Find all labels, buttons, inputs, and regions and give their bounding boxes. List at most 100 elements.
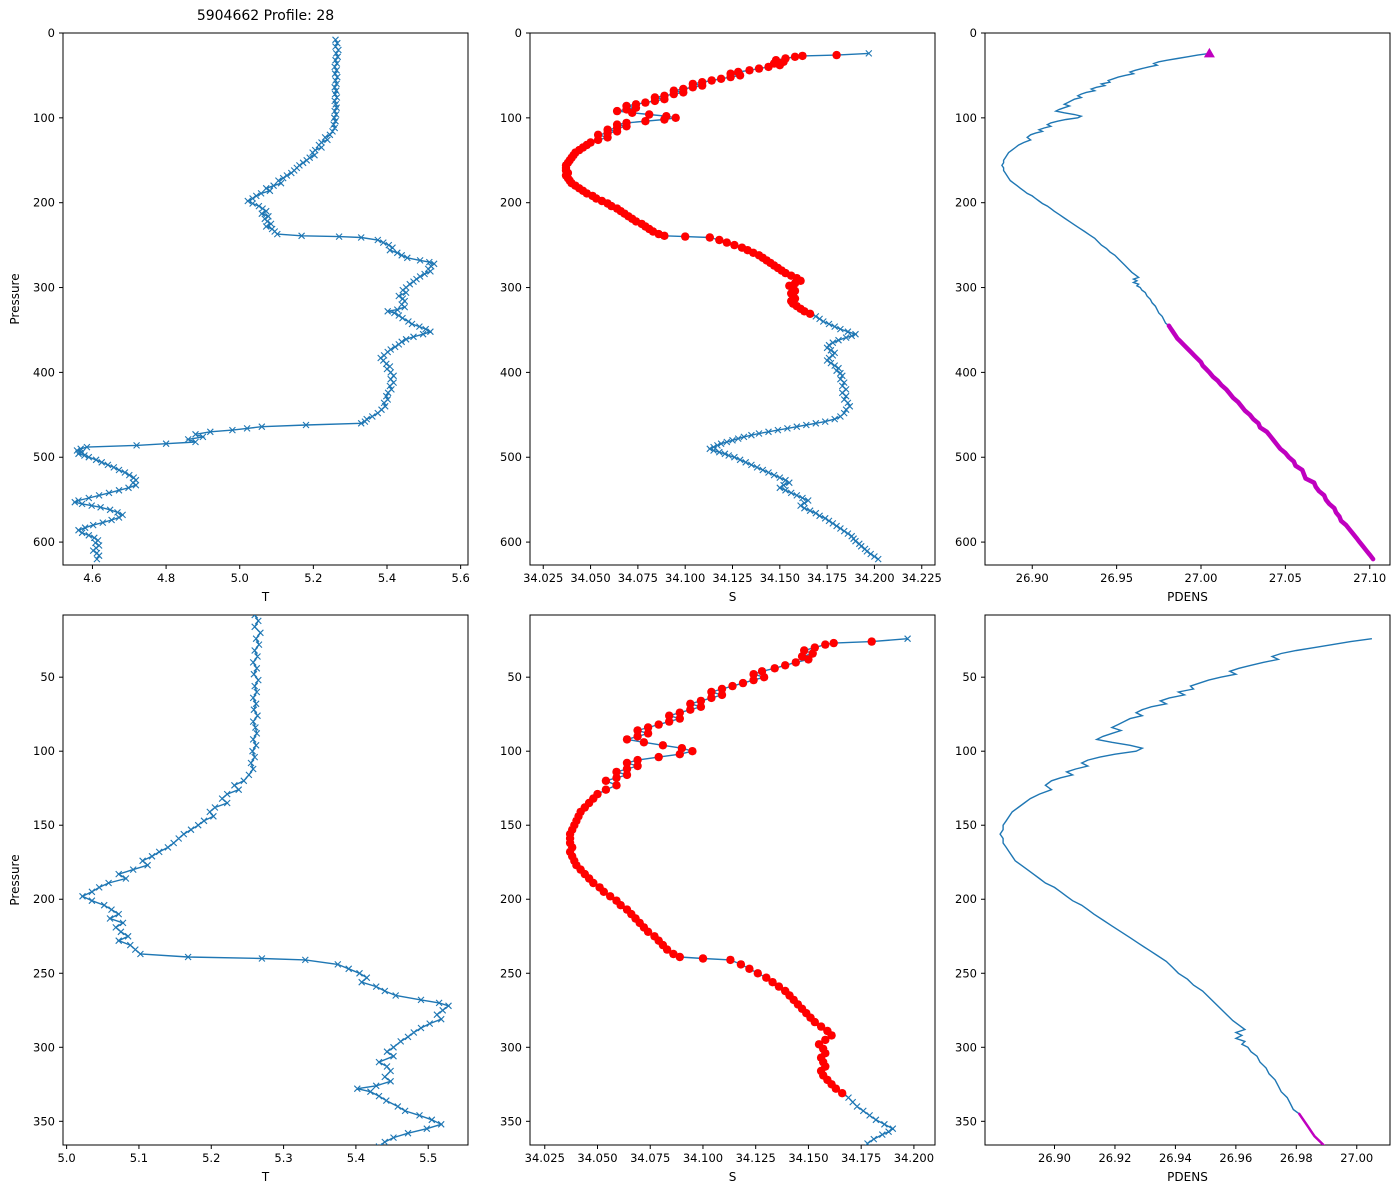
t-full-y-axis: 0 100 200 300 400 500 600 xyxy=(33,26,63,549)
y-tick-label: 350 xyxy=(955,1114,977,1128)
y-tick-label: 0 xyxy=(970,26,977,40)
x-tick-label: 34.100 xyxy=(665,571,705,585)
s-zoom-x-axis: 34.025 34.050 34.075 34.100 34.125 34.150 34.1… xyxy=(525,1145,934,1165)
y-tick-label: 600 xyxy=(500,535,522,549)
axes-frame xyxy=(984,32,1391,566)
t-zoom-xlabel: T xyxy=(261,1170,270,1184)
x-tick-label: 34.100 xyxy=(683,1151,723,1165)
y-tick-label: 300 xyxy=(955,1040,977,1054)
y-tick-label: 250 xyxy=(500,966,522,980)
t-full-x-markers xyxy=(71,36,438,563)
y-tick-label: 500 xyxy=(955,450,977,464)
y-tick-label: 200 xyxy=(955,196,977,210)
y-tick-label: 300 xyxy=(33,281,55,295)
y-tick-label: 500 xyxy=(500,450,522,464)
subplot-pdens-zoom: 26.90 26.92 26.94 26.96 26.98 27.00 50 100 150 20… xyxy=(955,614,1391,1184)
y-tick-label: 150 xyxy=(33,818,55,832)
y-tick-label: 250 xyxy=(33,966,55,980)
t-full-data xyxy=(71,36,438,563)
s-full-y-axis: 0 100 200 300 400 500 600 xyxy=(500,26,530,549)
y-tick-label: 50 xyxy=(40,670,55,684)
pdens-zoom-profile-line xyxy=(999,638,1372,1145)
s-zoom-y-axis: 50 100 150 200 250 300 350 xyxy=(500,670,530,1128)
t-zoom-ylabel: Pressure xyxy=(8,854,22,905)
x-tick-label: 5.2 xyxy=(202,1151,220,1165)
x-tick-label: 34.075 xyxy=(618,571,658,585)
y-tick-label: 150 xyxy=(500,818,522,832)
pdens-full-y-axis: 0 100 200 300 400 500 600 xyxy=(955,26,985,549)
pdens-zoom-flagged-deep-line xyxy=(1298,1112,1326,1145)
pdens-zoom-xlabel: PDENS xyxy=(1167,1170,1208,1184)
subplot-s-zoom: 34.025 34.050 34.075 34.100 34.125 34.150 34.1… xyxy=(500,614,936,1184)
y-tick-label: 350 xyxy=(33,1114,55,1128)
s-full-data xyxy=(561,50,882,563)
t-full-xlabel: T xyxy=(261,590,270,604)
y-tick-label: 100 xyxy=(500,111,522,125)
x-tick-label: 34.050 xyxy=(577,1151,617,1165)
x-tick-label: 4.6 xyxy=(83,571,101,585)
x-tick-label: 34.175 xyxy=(841,1151,881,1165)
t-full-ylabel: Pressure xyxy=(8,273,22,324)
pdens-zoom-data xyxy=(999,638,1372,1145)
s-full-xlabel: S xyxy=(729,590,737,604)
axes-frame xyxy=(529,614,936,1146)
y-tick-label: 100 xyxy=(33,744,55,758)
t-full-x-axis: 4.6 4.8 5.0 5.2 5.4 5.6 xyxy=(83,565,470,585)
x-tick-label: 5.0 xyxy=(57,1151,75,1165)
x-tick-label: 34.225 xyxy=(902,571,942,585)
y-tick-label: 300 xyxy=(500,281,522,295)
y-tick-label: 200 xyxy=(955,892,977,906)
subplot-pdens-full: 26.90 26.95 27.00 27.05 27.10 0 100 200 300 400 50… xyxy=(955,26,1391,604)
x-tick-label: 26.94 xyxy=(1159,1151,1192,1165)
x-tick-label: 34.150 xyxy=(760,571,800,585)
y-tick-label: 200 xyxy=(500,196,522,210)
x-tick-label: 34.150 xyxy=(788,1151,828,1165)
x-tick-label: 26.92 xyxy=(1098,1151,1131,1165)
y-tick-label: 300 xyxy=(955,281,977,295)
x-tick-label: 34.200 xyxy=(894,1151,934,1165)
x-tick-label: 5.3 xyxy=(274,1151,292,1165)
y-tick-label: 100 xyxy=(33,111,55,125)
pdens-zoom-y-axis: 50 100 150 200 250 300 350 xyxy=(955,670,985,1128)
x-tick-label: 34.175 xyxy=(807,571,847,585)
x-tick-label: 5.0 xyxy=(231,571,249,585)
y-tick-label: 200 xyxy=(33,196,55,210)
figure-title: 5904662 Profile: 28 xyxy=(196,8,335,24)
pdens-full-x-axis: 26.90 26.95 27.00 27.05 27.10 xyxy=(1016,565,1386,585)
y-tick-label: 250 xyxy=(955,966,977,980)
axes-frame xyxy=(62,614,469,1146)
x-tick-label: 5.4 xyxy=(347,1151,365,1165)
x-tick-label: 27.00 xyxy=(1185,571,1218,585)
x-tick-label: 26.95 xyxy=(1100,571,1133,585)
x-tick-label: 34.125 xyxy=(736,1151,776,1165)
x-tick-label: 26.96 xyxy=(1219,1151,1252,1165)
y-tick-label: 100 xyxy=(955,111,977,125)
x-tick-label: 34.200 xyxy=(854,571,894,585)
x-tick-label: 34.025 xyxy=(523,571,563,585)
y-tick-label: 50 xyxy=(962,670,977,684)
x-tick-label: 5.2 xyxy=(304,571,322,585)
y-tick-label: 200 xyxy=(500,892,522,906)
y-tick-label: 100 xyxy=(500,744,522,758)
t-zoom-x-markers xyxy=(79,615,452,1145)
pdens-full-data xyxy=(1001,47,1376,562)
y-tick-label: 50 xyxy=(507,670,522,684)
x-tick-label: 34.075 xyxy=(630,1151,670,1165)
y-tick-label: 600 xyxy=(33,535,55,549)
y-tick-label: 350 xyxy=(500,1114,522,1128)
x-tick-label: 27.00 xyxy=(1340,1151,1373,1165)
y-tick-label: 600 xyxy=(955,535,977,549)
y-tick-label: 0 xyxy=(48,26,55,40)
x-tick-label: 26.98 xyxy=(1280,1151,1313,1165)
x-tick-label: 26.90 xyxy=(1016,571,1049,585)
x-tick-label: 5.5 xyxy=(419,1151,437,1165)
subplot-s-full: 34.025 34.050 34.075 34.100 34.125 34.150 34.1… xyxy=(500,26,942,604)
x-tick-label: 5.1 xyxy=(130,1151,148,1165)
y-tick-label: 150 xyxy=(955,818,977,832)
axes-frame xyxy=(529,32,936,566)
s-full-x-axis: 34.025 34.050 34.075 34.100 34.125 34.150 34.1… xyxy=(523,565,942,585)
x-tick-label: 34.125 xyxy=(712,571,752,585)
x-tick-label: 26.90 xyxy=(1038,1151,1071,1165)
y-tick-label: 200 xyxy=(33,892,55,906)
